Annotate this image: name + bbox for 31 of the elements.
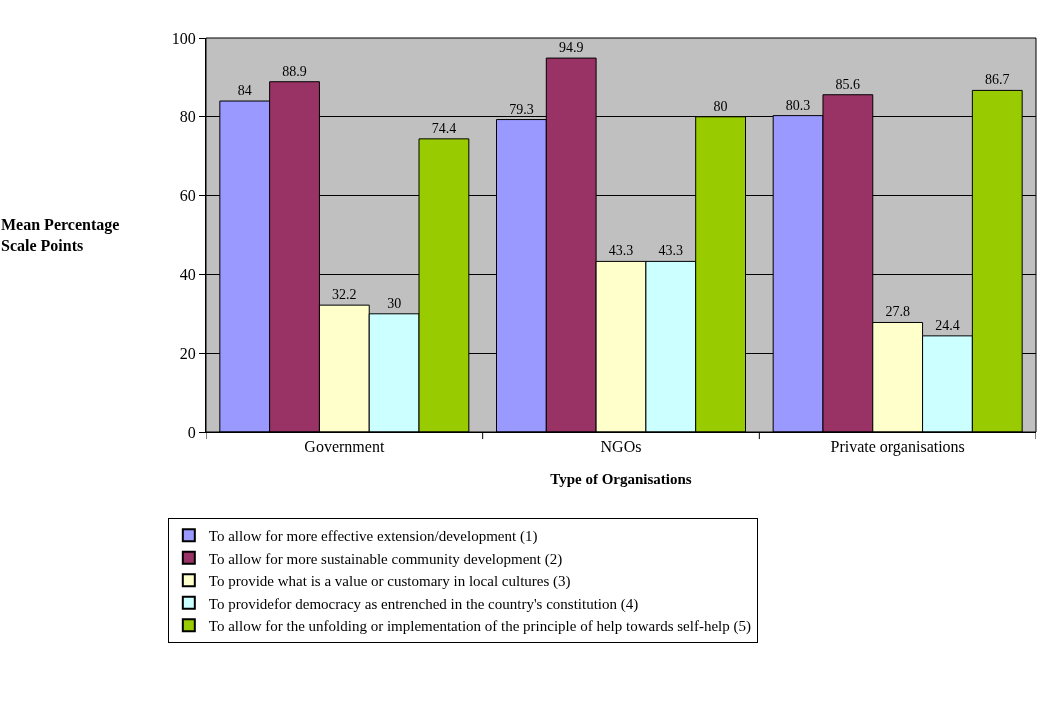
data-label: 88.9	[282, 63, 307, 79]
data-label: 43.3	[608, 243, 634, 259]
y-axis-title: Mean Percentage Scale Points	[1, 216, 120, 254]
legend-label: To allow for more effective extension/development (1)	[208, 527, 538, 545]
y-tick-label: 100	[171, 29, 196, 47]
y-tick-label: 20	[179, 344, 196, 362]
data-label: 32.2	[332, 287, 357, 303]
data-label: 85.6	[835, 76, 861, 92]
y-tick-label: 40	[179, 266, 196, 283]
data-label: 79.3	[509, 101, 534, 117]
legend-label: To allow for the unfolding or implementation of the principle of help towards self-help (5)	[208, 617, 751, 635]
data-label: 80.3	[785, 97, 811, 113]
y-tick-label: 60	[179, 187, 196, 205]
y-tick-label: 80	[179, 108, 196, 126]
data-label: 24.4	[935, 317, 960, 333]
data-label: 80	[713, 98, 728, 114]
x-tick-label: Government	[304, 438, 385, 456]
x-tick-label: NGOs	[600, 438, 642, 456]
data-label: 74.4	[431, 120, 457, 136]
data-label: 94.9	[558, 40, 584, 56]
data-label: 27.8	[885, 304, 910, 320]
data-label: 43.3	[658, 243, 684, 259]
legend-label: To allow for more sustainable community development (2)	[208, 550, 563, 568]
y-tick-label: 0	[187, 423, 196, 441]
data-label: 84	[237, 83, 252, 99]
legend-label: To providefor democracy as entrenched in the country's constitution (4)	[208, 595, 639, 613]
data-label: 86.7	[985, 72, 1010, 88]
data-label: 30	[387, 295, 402, 311]
legend-label: To provide what is a value or customary in local cultures (3)	[208, 572, 571, 590]
x-axis-title: Type of Organisations	[550, 471, 692, 488]
x-tick-label: Private organisations	[830, 438, 965, 457]
